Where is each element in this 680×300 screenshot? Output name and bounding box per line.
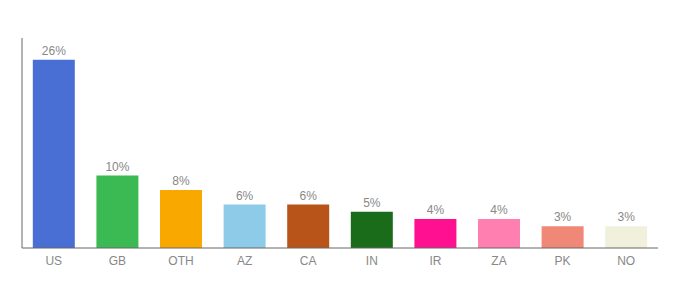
svg-text:CA: CA: [300, 254, 317, 268]
svg-text:OTH: OTH: [168, 254, 193, 268]
svg-text:IR: IR: [429, 254, 441, 268]
svg-text:GB: GB: [109, 254, 126, 268]
svg-text:6%: 6%: [300, 189, 318, 203]
svg-text:6%: 6%: [236, 189, 254, 203]
svg-text:10%: 10%: [105, 160, 129, 174]
svg-text:4%: 4%: [427, 203, 445, 217]
svg-text:5%: 5%: [363, 196, 381, 210]
svg-text:3%: 3%: [618, 210, 636, 224]
svg-text:8%: 8%: [172, 174, 190, 188]
svg-text:AZ: AZ: [237, 254, 252, 268]
svg-text:3%: 3%: [554, 210, 572, 224]
svg-text:NO: NO: [617, 254, 635, 268]
svg-text:ZA: ZA: [491, 254, 506, 268]
svg-text:4%: 4%: [490, 203, 508, 217]
svg-text:26%: 26%: [42, 44, 66, 58]
svg-text:US: US: [45, 254, 62, 268]
svg-text:IN: IN: [366, 254, 378, 268]
svg-text:PK: PK: [555, 254, 571, 268]
